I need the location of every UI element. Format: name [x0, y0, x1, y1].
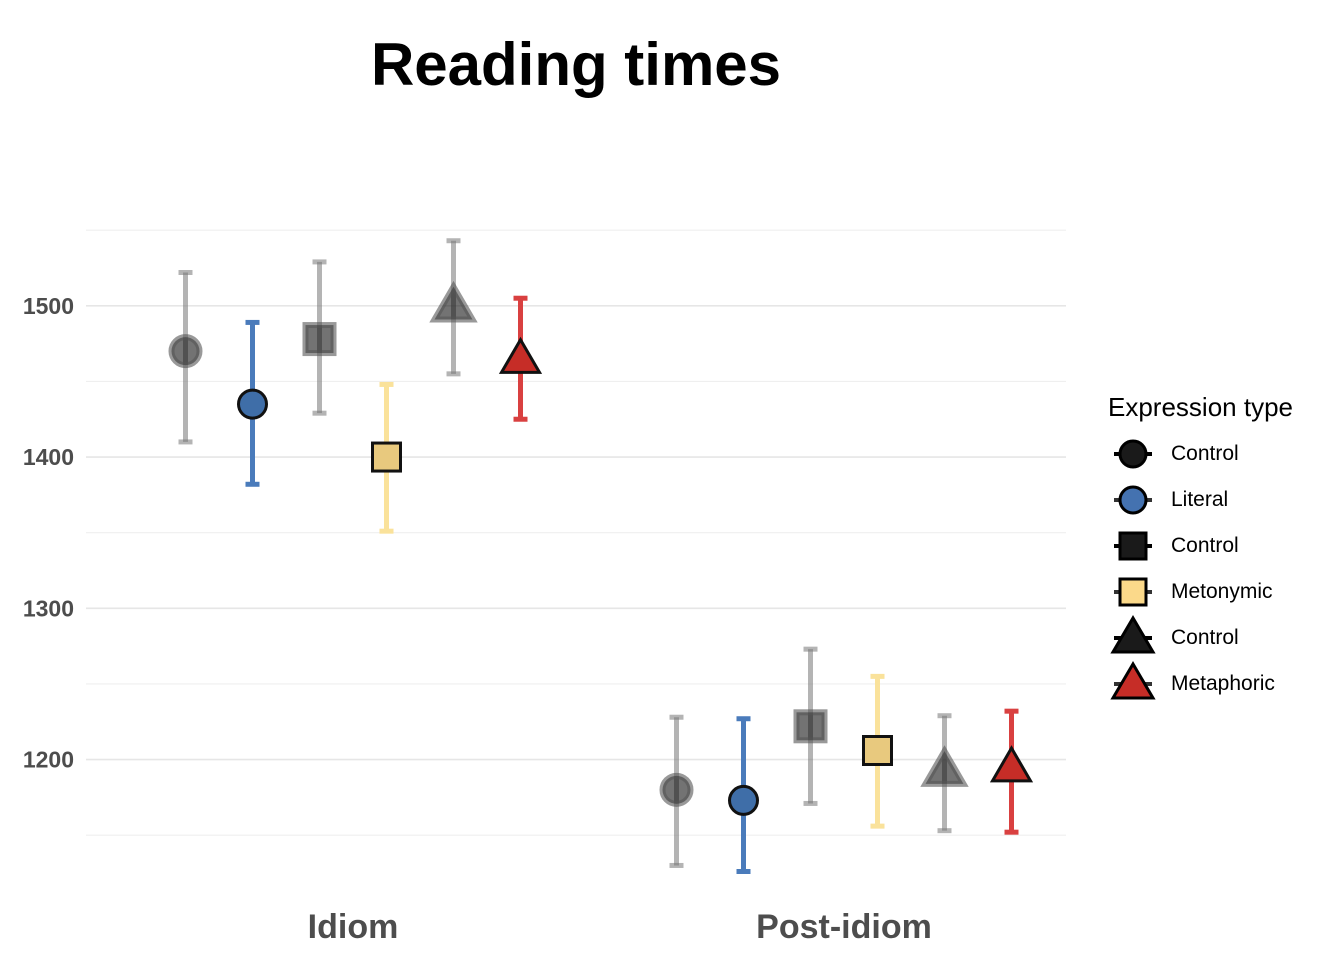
chart-title: Reading times	[370, 31, 782, 98]
legend-key-square	[1114, 577, 1152, 607]
legend-key-triangle	[1110, 661, 1156, 700]
legend-label: Literal	[1171, 488, 1229, 511]
legend-symbol	[1118, 485, 1148, 515]
legend-title: Expression type	[1108, 392, 1293, 422]
y-tick-label: 1200	[23, 747, 74, 773]
legend-symbol	[1110, 661, 1156, 700]
legend-item: Control	[1108, 523, 1338, 569]
data-marks	[168, 238, 1034, 875]
x-axis-ticks: Idiom Post-idiom	[308, 908, 932, 946]
legend-key-square	[1114, 531, 1152, 561]
y-axis-ticks: 1200 1300 1400 1500	[23, 293, 74, 773]
legend-symbol	[1118, 577, 1148, 607]
legend-items: Control Literal Control Metonymic Control Met…	[1108, 431, 1338, 707]
legend-item: Metonymic	[1108, 569, 1338, 615]
data-point-square	[862, 735, 893, 767]
y-tick-label: 1300	[23, 595, 74, 621]
legend-key-circle	[1114, 485, 1152, 515]
legend-item: Metaphoric	[1108, 661, 1338, 707]
legend-label: Control	[1171, 626, 1239, 649]
data-point-triangle	[429, 280, 478, 323]
y-tick-label: 1400	[23, 444, 74, 470]
data-point-triangle	[989, 745, 1034, 783]
legend-key-circle	[1114, 439, 1152, 469]
legend-label: Metaphoric	[1171, 672, 1275, 695]
data-point-square	[302, 322, 337, 357]
data-point-square	[793, 709, 828, 744]
data-point-circle	[237, 388, 268, 420]
legend-symbol	[1110, 615, 1156, 654]
legend: Expression type Control Literal Control Met…	[1108, 392, 1338, 707]
legend-symbol	[1118, 439, 1148, 469]
legend-symbol	[1118, 531, 1148, 561]
data-point-circle	[168, 334, 203, 369]
x-tick-label: Idiom	[308, 908, 399, 946]
legend-key-triangle	[1110, 615, 1156, 654]
legend-item: Control	[1108, 615, 1338, 661]
data-point-circle	[728, 784, 759, 816]
data-point-circle	[659, 772, 694, 807]
grid-lines	[86, 229, 1066, 836]
legend-label: Metonymic	[1171, 580, 1273, 603]
data-point-triangle	[920, 745, 969, 787]
legend-item: Control	[1108, 431, 1338, 477]
legend-item: Literal	[1108, 477, 1338, 523]
data-point-triangle	[498, 336, 543, 374]
data-point-square	[371, 441, 402, 473]
y-tick-label: 1500	[23, 293, 74, 319]
legend-label: Control	[1171, 442, 1239, 465]
x-tick-label: Post-idiom	[756, 908, 932, 946]
legend-label: Control	[1171, 534, 1239, 557]
